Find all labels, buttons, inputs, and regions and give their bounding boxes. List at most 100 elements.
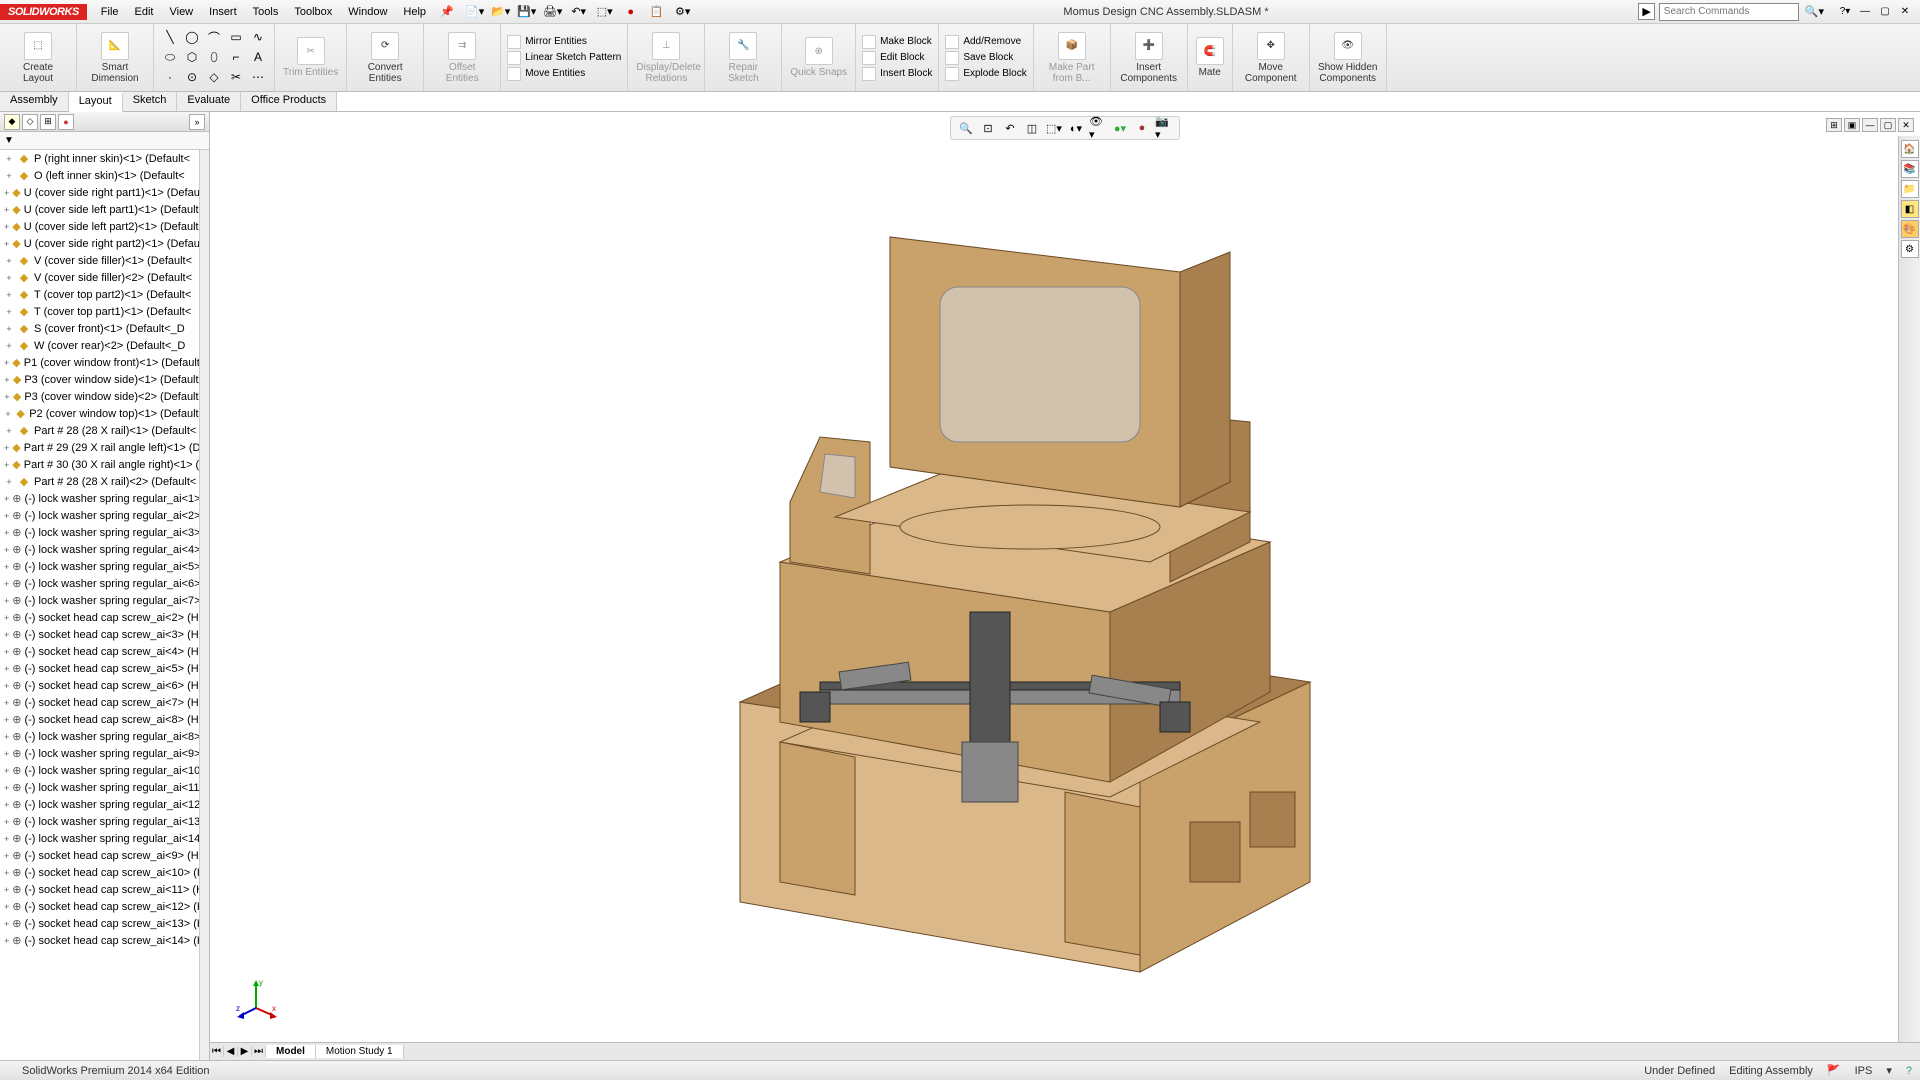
open-icon[interactable]: 📂▾ (490, 3, 512, 21)
feature-tab-office-products[interactable]: Office Products (241, 92, 337, 111)
rect-icon[interactable]: ▭ (226, 28, 246, 46)
expand-icon[interactable]: + (4, 698, 9, 708)
quick-snaps-button[interactable]: ⊕Quick Snaps (782, 24, 856, 91)
expand-icon[interactable]: + (4, 494, 9, 504)
menu-edit[interactable]: Edit (127, 3, 162, 21)
tree-item[interactable]: +◆U (cover side left part2)<1> (Default< (0, 218, 209, 235)
move-entities-button[interactable]: Move Entities (507, 67, 621, 81)
select-icon[interactable]: ⬚▾ (594, 3, 616, 21)
tree-item[interactable]: +⊕(-) lock washer spring regular_ai<9> (… (0, 745, 209, 762)
options-icon[interactable]: 📋 (646, 3, 668, 21)
tree-item[interactable]: +◆P1 (cover window front)<1> (Default< (0, 354, 209, 371)
tree-item[interactable]: +◆U (cover side right part2)<1> (Default… (0, 235, 209, 252)
convert-entities-button[interactable]: ⟳Convert Entities (347, 24, 424, 91)
tree-item[interactable]: +◆O (left inner skin)<1> (Default< (0, 167, 209, 184)
tree-item[interactable]: +◆U (cover side right part1)<1> (Default… (0, 184, 209, 201)
search-input[interactable] (1659, 3, 1799, 21)
expand-icon[interactable]: + (4, 256, 14, 266)
tree-item[interactable]: +⊕(-) lock washer spring regular_ai<11> … (0, 779, 209, 796)
expand-icon[interactable]: + (4, 732, 9, 742)
menu-window[interactable]: Window (340, 3, 395, 21)
taskpane-appear-icon[interactable]: 🎨 (1901, 220, 1919, 238)
taskpane-home-icon[interactable]: 🏠 (1901, 140, 1919, 158)
point-icon[interactable]: · (160, 68, 180, 86)
save-icon[interactable]: 💾▾ (516, 3, 538, 21)
tree-item[interactable]: +⊕(-) socket head cap screw_ai<11> (HX-S… (0, 881, 209, 898)
expand-icon[interactable]: + (4, 188, 9, 198)
search-dropdown-icon[interactable]: 🔍▾ (1805, 5, 1824, 18)
close-icon[interactable]: ✕ (1896, 5, 1914, 19)
expand-icon[interactable]: + (4, 613, 9, 623)
vp-max-icon[interactable]: ▢ (1880, 118, 1896, 132)
arc-icon[interactable]: ⌒ (204, 28, 224, 46)
render-icon[interactable]: 📷▾ (1155, 119, 1173, 137)
expand-icon[interactable]: + (4, 528, 9, 538)
expand-icon[interactable]: + (4, 222, 9, 232)
settings-icon[interactable]: ⚙▾ (672, 3, 694, 21)
bottom-tab-model[interactable]: Model (266, 1045, 316, 1058)
tree-item[interactable]: +⊕(-) socket head cap screw_ai<10> (HX-S… (0, 864, 209, 881)
taskpane-custom-icon[interactable]: ⚙ (1901, 240, 1919, 258)
expand-icon[interactable]: + (4, 749, 9, 759)
tree-filter[interactable]: ▼ (0, 132, 209, 150)
expand-icon[interactable]: + (4, 409, 12, 419)
status-units[interactable]: IPS (1855, 1065, 1873, 1077)
tree-item[interactable]: +◆Part # 29 (29 X rail angle left)<1> (D… (0, 439, 209, 456)
more-icon[interactable]: ⋯ (248, 68, 268, 86)
expand-icon[interactable]: + (4, 358, 9, 368)
tree-item[interactable]: +⊕(-) socket head cap screw_ai<14> (HX-S… (0, 932, 209, 949)
expand-icon[interactable]: + (4, 477, 14, 487)
tree-tab-3-icon[interactable]: ⊞ (40, 114, 56, 130)
fillet-icon[interactable]: ⌐ (226, 48, 246, 66)
expand-icon[interactable]: + (4, 681, 9, 691)
print-icon[interactable]: 🖨▾ (542, 3, 564, 21)
tree-item[interactable]: +⊕(-) lock washer spring regular_ai<10> … (0, 762, 209, 779)
linear-pattern-button[interactable]: Linear Sketch Pattern (507, 51, 621, 65)
tree-item[interactable]: +◆Part # 30 (30 X rail angle right)<1> (… (0, 456, 209, 473)
tree-item[interactable]: +⊕(-) lock washer spring regular_ai<8> (… (0, 728, 209, 745)
tree-item[interactable]: +◆Part # 28 (28 X rail)<2> (Default< (0, 473, 209, 490)
create-layout-button[interactable]: ⬚Create Layout (0, 24, 77, 91)
vp-close-icon[interactable]: ✕ (1898, 118, 1914, 132)
line-icon[interactable]: ╲ (160, 28, 180, 46)
expand-icon[interactable]: + (4, 392, 10, 402)
expand-icon[interactable]: + (4, 239, 9, 249)
expand-icon[interactable]: + (4, 647, 9, 657)
circle-icon[interactable]: ◯ (182, 28, 202, 46)
explode-block-button[interactable]: Explode Block (945, 67, 1026, 81)
expand-icon[interactable]: + (4, 375, 10, 385)
expand-icon[interactable]: + (4, 273, 14, 283)
prev-view-icon[interactable]: ↶ (1001, 119, 1019, 137)
tree-tab-1-icon[interactable]: ◆ (4, 114, 20, 130)
offset-entities-button[interactable]: ⇉Offset Entities (424, 24, 501, 91)
tree-item[interactable]: +⊕(-) socket head cap screw_ai<13> (HX-S… (0, 915, 209, 932)
polygon-icon[interactable]: ⬡ (182, 48, 202, 66)
repair-sketch-button[interactable]: 🔧Repair Sketch (705, 24, 782, 91)
add-remove-button[interactable]: Add/Remove (945, 35, 1026, 49)
tree-item[interactable]: +⊕(-) lock washer spring regular_ai<5> (… (0, 558, 209, 575)
menu-view[interactable]: View (161, 3, 201, 21)
expand-icon[interactable]: + (4, 817, 9, 827)
show-hidden-button[interactable]: 👁Show Hidden Components (1310, 24, 1387, 91)
tree-item[interactable]: +◆P2 (cover window top)<1> (Default< (0, 405, 209, 422)
tree-item[interactable]: +◆Part # 28 (28 X rail)<1> (Default< (0, 422, 209, 439)
expand-icon[interactable]: + (4, 545, 9, 555)
vp-min-icon[interactable]: — (1862, 118, 1878, 132)
expand-icon[interactable]: + (4, 902, 9, 912)
slot-icon[interactable]: ⬭ (160, 48, 180, 66)
menu-file[interactable]: File (93, 3, 127, 21)
taskpane-explorer-icon[interactable]: 📁 (1901, 180, 1919, 198)
move-component-button[interactable]: ✥Move Component (1233, 24, 1310, 91)
expand-icon[interactable]: + (4, 426, 14, 436)
tree-item[interactable]: +⊕(-) lock washer spring regular_ai<12> … (0, 796, 209, 813)
tree-item[interactable]: +⊕(-) socket head cap screw_ai<3> (HX-SH (0, 626, 209, 643)
last-icon[interactable]: ⏭ (252, 1046, 266, 1057)
tree-item[interactable]: +⊕(-) lock washer spring regular_ai<14> … (0, 830, 209, 847)
menu-toolbox[interactable]: Toolbox (286, 3, 340, 21)
expand-icon[interactable]: + (4, 596, 9, 606)
new-icon[interactable]: 📄▾ (464, 3, 486, 21)
section-icon[interactable]: ◫ (1023, 119, 1041, 137)
make-block-button[interactable]: Make Block (862, 35, 932, 49)
expand-icon[interactable]: + (4, 562, 9, 572)
expand-icon[interactable]: + (4, 664, 9, 674)
